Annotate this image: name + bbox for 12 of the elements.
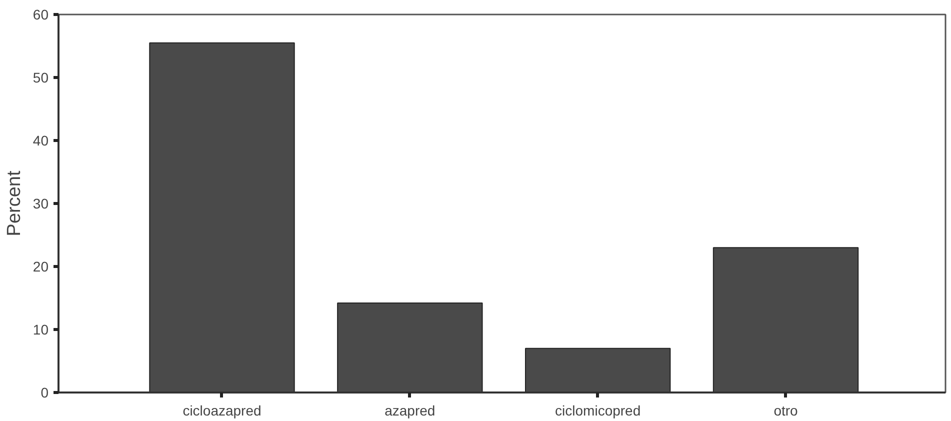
x-tick-label: otro: [774, 402, 798, 418]
y-tick-label: 20: [32, 258, 49, 274]
y-tick-label: 60: [32, 6, 49, 22]
y-tick-label: 0: [40, 384, 49, 400]
x-tick-label: cicloazapred: [182, 402, 262, 418]
y-tick-label: 40: [32, 132, 49, 148]
y-axis-title: Percent: [4, 170, 25, 236]
x-tick-label: ciclomicopred: [555, 402, 641, 418]
y-tick-label: 10: [32, 322, 49, 338]
y-tick-label: 30: [32, 196, 49, 212]
x-tick-label: azapred: [384, 402, 436, 418]
y-tick-label: 50: [32, 70, 49, 86]
